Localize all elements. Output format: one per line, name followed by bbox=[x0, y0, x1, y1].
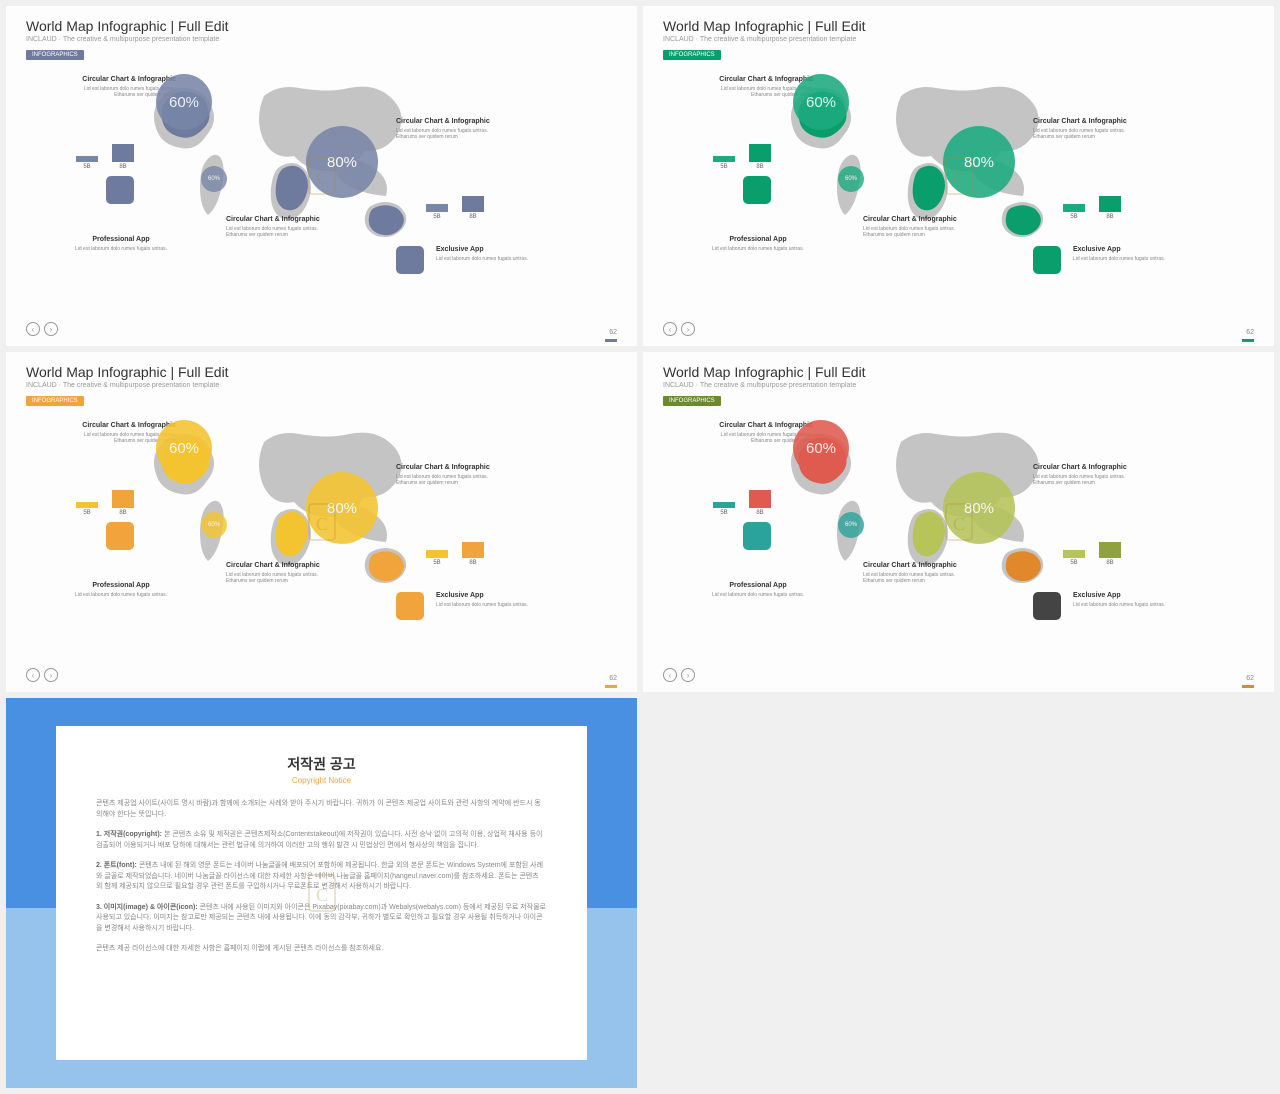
label-profapp: Professional AppLid est laborum dolo rum… bbox=[703, 236, 813, 252]
circle-80: 80% bbox=[306, 126, 378, 198]
nav-prev[interactable]: ‹ bbox=[26, 668, 40, 682]
label-exclusive: Exclusive AppLid est laborum dolo rumes … bbox=[436, 592, 546, 608]
circle-small: 60% bbox=[838, 512, 864, 538]
bars-right: 5B 8B bbox=[426, 542, 484, 566]
bars-right: 5B 8B bbox=[1063, 196, 1121, 220]
nav-prev[interactable]: ‹ bbox=[26, 322, 40, 336]
label-right: Circular Chart & InfographicLid est labo… bbox=[1033, 118, 1143, 140]
bars-left: 5B 8B bbox=[76, 144, 134, 170]
circle-60: 60% bbox=[793, 420, 849, 476]
bars-left: 5B 8B bbox=[713, 490, 771, 516]
nav-next[interactable]: › bbox=[681, 668, 695, 682]
nav-next[interactable]: › bbox=[44, 322, 58, 336]
accent-bar bbox=[1242, 339, 1254, 342]
infographic-slide: World Map Infographic | Full Edit INCLAU… bbox=[6, 352, 637, 692]
copyright-box: C 저작권 공고 Copyright Notice 콘텐츠 제공업 사이트(사이… bbox=[56, 726, 587, 1060]
map-area: Circular Chart & InfographicLid est labo… bbox=[6, 56, 637, 316]
label-right: Circular Chart & InfographicLid est labo… bbox=[396, 464, 506, 486]
square-right bbox=[1033, 592, 1061, 620]
label-bottom: Circular Chart & InfographicLid est labo… bbox=[226, 216, 336, 238]
map-area: Circular Chart & InfographicLid est labo… bbox=[643, 402, 1274, 662]
accent-bar bbox=[605, 339, 617, 342]
circle-80: 80% bbox=[943, 472, 1015, 544]
nav-next[interactable]: › bbox=[44, 668, 58, 682]
label-bottom: Circular Chart & InfographicLid est labo… bbox=[863, 216, 973, 238]
circle-60: 60% bbox=[156, 74, 212, 130]
bars-right: 5B 8B bbox=[1063, 542, 1121, 566]
page-number: 62 bbox=[609, 329, 617, 336]
label-bottom: Circular Chart & InfographicLid est labo… bbox=[863, 562, 973, 584]
slide-nav: ‹ › bbox=[663, 668, 695, 682]
bars-right: 5B 8B bbox=[426, 196, 484, 220]
copyright-section-2: 2. 폰트(font): 콘텐츠 내에 된 해외 영문 폰트는 네이버 나눔글꼴… bbox=[96, 861, 547, 893]
slide-title: World Map Infographic | Full Edit bbox=[663, 364, 1254, 380]
accent-bar bbox=[605, 685, 617, 688]
label-profapp: Professional AppLid est laborum dolo rum… bbox=[66, 582, 176, 598]
slide-nav: ‹ › bbox=[26, 322, 58, 336]
slide-title: World Map Infographic | Full Edit bbox=[663, 18, 1254, 34]
label-right: Circular Chart & InfographicLid est labo… bbox=[396, 118, 506, 140]
accent-bar bbox=[1242, 685, 1254, 688]
copyright-footer: 콘텐츠 제공 라이선스에 대한 자세한 사항은 홈페이지 이랩에 게시된 콘텐츠… bbox=[96, 944, 547, 955]
copyright-subtitle: Copyright Notice bbox=[96, 776, 547, 785]
slide-subtitle: INCLAUD · The creative & multipurpose pr… bbox=[663, 36, 1254, 43]
slide-subtitle: INCLAUD · The creative & multipurpose pr… bbox=[663, 382, 1254, 389]
slide-subtitle: INCLAUD · The creative & multipurpose pr… bbox=[26, 36, 617, 43]
label-profapp: Professional AppLid est laborum dolo rum… bbox=[66, 236, 176, 252]
infographic-slide: World Map Infographic | Full Edit INCLAU… bbox=[6, 6, 637, 346]
square-left bbox=[106, 522, 134, 550]
nav-next[interactable]: › bbox=[681, 322, 695, 336]
page-number: 62 bbox=[1246, 329, 1254, 336]
copyright-section-1: 1. 저작권(copyright): 본 콘텐츠 소유 및 제작권은 콘텐츠제작… bbox=[96, 830, 547, 851]
map-area: Circular Chart & InfographicLid est labo… bbox=[643, 56, 1274, 316]
label-bottom: Circular Chart & InfographicLid est labo… bbox=[226, 562, 336, 584]
copyright-intro: 콘텐츠 제공업 사이트(사이트 명시 바람)과 함께에 소개되는 사례와 받아 … bbox=[96, 799, 547, 820]
copyright-title: 저작권 공고 bbox=[96, 754, 547, 774]
circle-small: 60% bbox=[838, 166, 864, 192]
square-left bbox=[743, 176, 771, 204]
circle-small: 60% bbox=[201, 166, 227, 192]
label-profapp: Professional AppLid est laborum dolo rum… bbox=[703, 582, 813, 598]
label-exclusive: Exclusive AppLid est laborum dolo rumes … bbox=[436, 246, 546, 262]
circle-60: 60% bbox=[793, 74, 849, 130]
nav-prev[interactable]: ‹ bbox=[663, 668, 677, 682]
circle-60: 60% bbox=[156, 420, 212, 476]
page-number: 62 bbox=[609, 675, 617, 682]
label-exclusive: Exclusive AppLid est laborum dolo rumes … bbox=[1073, 246, 1183, 262]
bars-left: 5B 8B bbox=[713, 144, 771, 170]
infographic-slide: World Map Infographic | Full Edit INCLAU… bbox=[643, 352, 1274, 692]
circle-small: 60% bbox=[201, 512, 227, 538]
copyright-section-3: 3. 이미지(image) & 아이콘(icon): 콘텐츠 내에 사용된 이미… bbox=[96, 903, 547, 935]
square-right bbox=[396, 592, 424, 620]
label-exclusive: Exclusive AppLid est laborum dolo rumes … bbox=[1073, 592, 1183, 608]
label-right: Circular Chart & InfographicLid est labo… bbox=[1033, 464, 1143, 486]
circle-80: 80% bbox=[306, 472, 378, 544]
map-area: Circular Chart & InfographicLid est labo… bbox=[6, 402, 637, 662]
slide-title: World Map Infographic | Full Edit bbox=[26, 18, 617, 34]
infographic-slide: World Map Infographic | Full Edit INCLAU… bbox=[643, 6, 1274, 346]
square-left bbox=[743, 522, 771, 550]
page-number: 62 bbox=[1246, 675, 1254, 682]
slide-nav: ‹ › bbox=[663, 322, 695, 336]
slide-nav: ‹ › bbox=[26, 668, 58, 682]
nav-prev[interactable]: ‹ bbox=[663, 322, 677, 336]
square-left bbox=[106, 176, 134, 204]
square-right bbox=[396, 246, 424, 274]
bars-left: 5B 8B bbox=[76, 490, 134, 516]
circle-80: 80% bbox=[943, 126, 1015, 198]
slide-title: World Map Infographic | Full Edit bbox=[26, 364, 617, 380]
slide-subtitle: INCLAUD · The creative & multipurpose pr… bbox=[26, 382, 617, 389]
copyright-slide: C 저작권 공고 Copyright Notice 콘텐츠 제공업 사이트(사이… bbox=[6, 698, 637, 1088]
square-right bbox=[1033, 246, 1061, 274]
